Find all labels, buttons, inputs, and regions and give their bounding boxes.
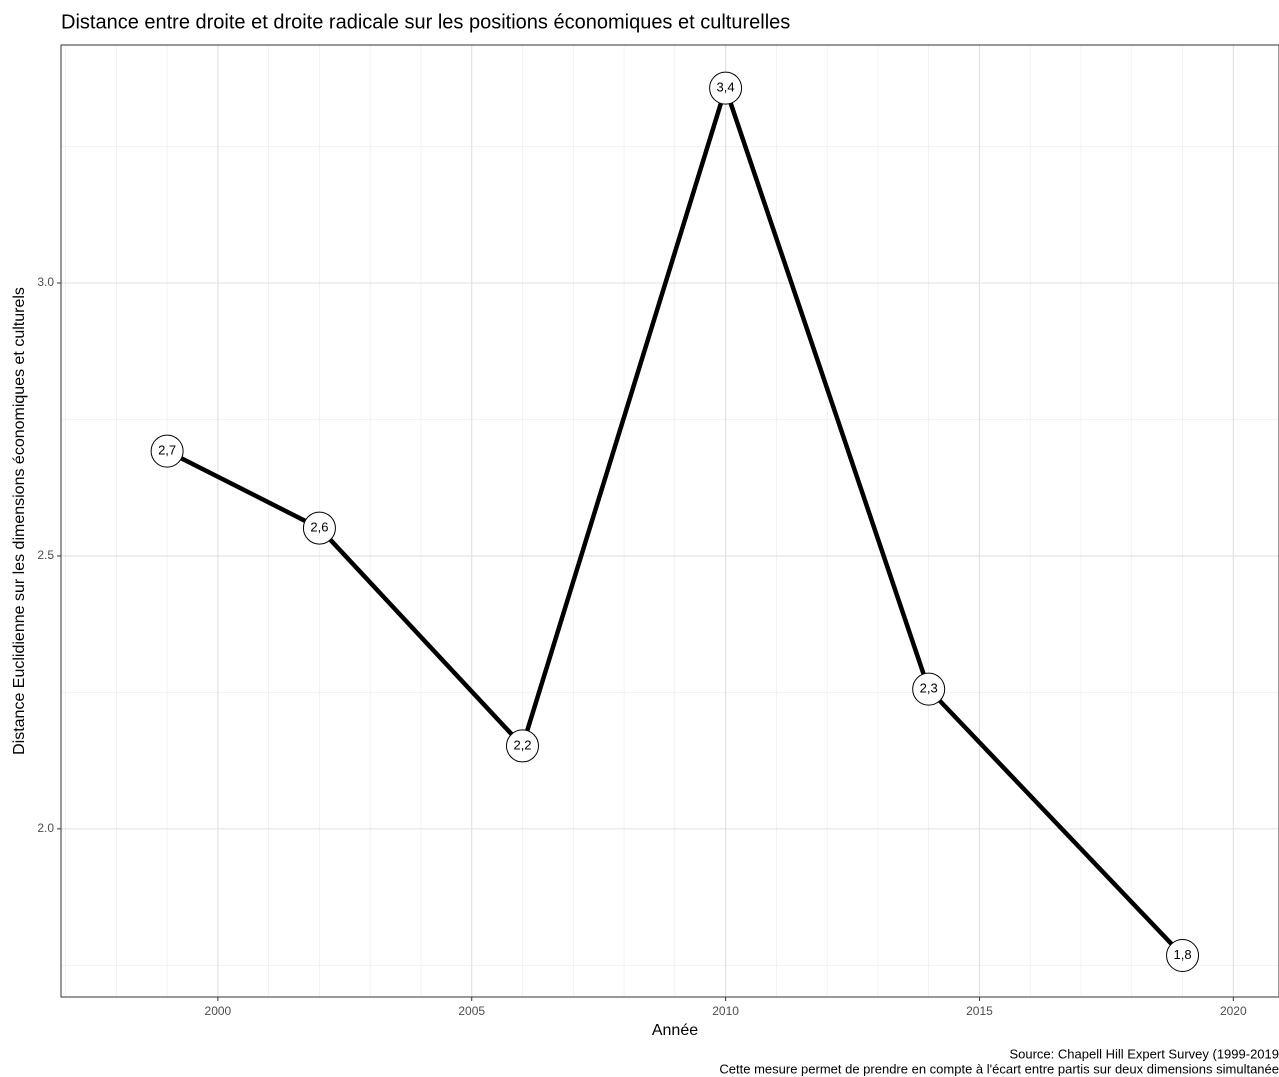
y-tick-label: 2.0 <box>37 821 54 835</box>
line <box>166 85 1185 958</box>
x-axis-label: Année <box>652 1022 698 1039</box>
caption: Cette mesure permet de prendre en compte… <box>719 1061 1279 1076</box>
chart-title: Distance entre droite et droite radicale… <box>61 11 790 33</box>
y-tick-label: 3.0 <box>37 275 54 289</box>
x-tick-label: 2020 <box>1220 1004 1247 1018</box>
data-label: 2,2 <box>513 737 531 752</box>
caption: Source: Chapell Hill Expert Survey (1999… <box>1009 1046 1279 1061</box>
x-tick-label: 2005 <box>458 1004 485 1018</box>
data-label: 1,8 <box>1173 947 1191 962</box>
x-tick-label: 2015 <box>966 1004 993 1018</box>
point <box>709 71 743 105</box>
data-label: 2,7 <box>158 443 176 458</box>
x-tick-label: 2010 <box>712 1004 739 1018</box>
data-label: 2,6 <box>310 520 328 535</box>
point <box>150 434 184 468</box>
point <box>506 729 540 763</box>
point <box>1166 939 1200 973</box>
point <box>912 672 946 706</box>
data-label: 3,4 <box>717 80 735 95</box>
data-label: 2,3 <box>920 681 938 696</box>
y-tick-label: 2.5 <box>37 548 54 562</box>
x-tick-label: 2000 <box>205 1004 232 1018</box>
panel-border <box>60 44 1279 998</box>
point <box>302 511 336 545</box>
y-axis-label: Distance Euclidienne sur les dimensions … <box>11 287 28 755</box>
